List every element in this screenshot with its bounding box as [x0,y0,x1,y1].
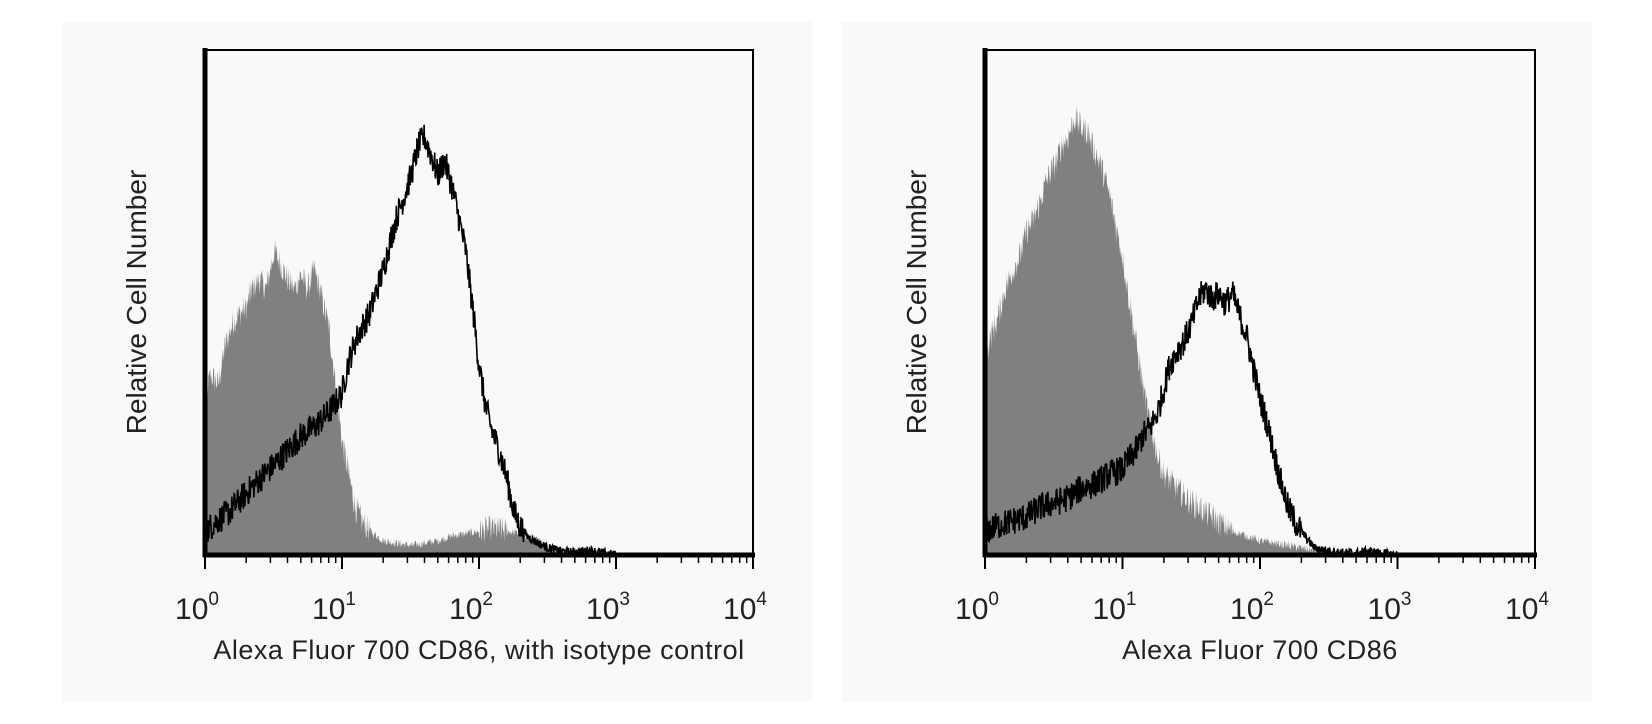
histogram-marks [204,124,617,558]
x-tick-label: 100 [955,589,999,626]
y-axis-label: Relative Cell Number [121,170,152,435]
x-tick-label: 101 [312,589,356,626]
x-axis-label: Alexa Fluor 700 CD86, with isotype contr… [213,635,744,665]
x-tick-label: 102 [1230,589,1274,626]
x-tick-label: 104 [723,589,767,626]
panel-background [842,22,1592,702]
histogram-panel-right: 100 101 102 103 104 Relative Cell Number Ale… [842,22,1592,702]
x-axis-tick-labels: 100 101 102 103 104 [175,589,767,626]
panel-background [62,22,812,702]
x-tick-label: 102 [449,589,493,626]
histogram-panel-left: 100 101 102 103 104 Relative Cell Number Ale… [62,22,812,702]
x-tick-label: 101 [1093,589,1137,626]
x-axis-ticks [204,555,754,569]
x-tick-label: 103 [586,589,630,626]
x-tick-label: 104 [1505,589,1549,626]
x-axis-label: Alexa Fluor 700 CD86 [1122,635,1398,665]
outline-histogram [204,124,617,558]
x-tick-label: 100 [175,589,219,626]
filled-histogram [205,239,616,555]
y-axis-label: Relative Cell Number [901,170,932,435]
x-axis-tick-labels: 100 101 102 103 104 [955,589,1549,626]
x-tick-label: 103 [1368,589,1412,626]
filled-histogram [985,106,1343,555]
x-axis-ticks [984,555,1536,569]
